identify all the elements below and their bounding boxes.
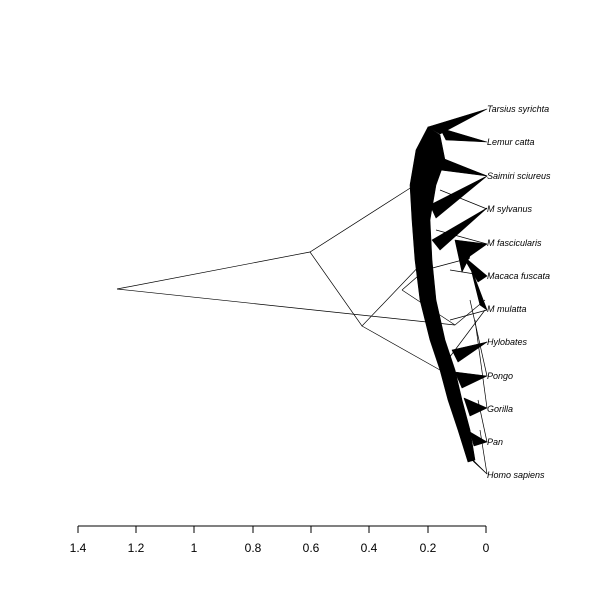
tip-label-m-mulatta: M mulatta	[487, 304, 527, 314]
connector-6	[454, 341, 488, 356]
scale-axis: 1.4 1.2 1 0.8 0.6 0.4 0.2 0	[70, 525, 490, 555]
tip-label-saimiri: Saimiri sciureus	[487, 171, 551, 181]
bundle-gorilla	[463, 397, 488, 417]
connector-3	[435, 229, 488, 245]
tip-label-pongo: Pongo	[487, 371, 513, 381]
mid-branch-b	[361, 325, 441, 371]
bundle-saimiri-lower	[429, 175, 488, 219]
bundle-homo	[467, 454, 488, 475]
mid-branch-c	[401, 289, 486, 326]
bundle-sylvanus	[431, 207, 488, 251]
connector-5	[449, 309, 488, 321]
bundle-pongo	[454, 371, 488, 389]
bundle-fascicularis	[454, 239, 488, 273]
connector-2	[439, 189, 488, 210]
connector-10	[479, 429, 488, 475]
tip-label-macaca-fuscata: Macaca fuscata	[487, 271, 550, 281]
bundle-tarsius	[427, 108, 488, 135]
tip-label-pan: Pan	[487, 437, 503, 447]
tip-label-lemur: Lemur catta	[487, 137, 535, 147]
connector-7	[469, 299, 488, 377]
connector-8	[474, 319, 488, 409]
tree-bundle	[409, 108, 488, 475]
tip-label-tarsius: Tarsius syrichta	[487, 104, 549, 114]
connector-9	[477, 399, 488, 443]
connector-4	[449, 269, 488, 277]
axis-tick-label: 1.2	[128, 541, 145, 555]
mid-branch-a	[309, 251, 426, 327]
axis-tick-label: 0.6	[303, 541, 320, 555]
tip-label-homo-sapiens: Homo sapiens	[487, 470, 545, 480]
axis-tick-label: 1	[191, 541, 198, 555]
bundle-hylobates	[451, 341, 488, 363]
root-upper-branch	[116, 184, 416, 290]
axis-tick-label: 1.4	[70, 541, 87, 555]
root-lower-branch	[116, 288, 456, 326]
tip-label-hylobates: Hylobates	[487, 337, 528, 347]
fine-connectors	[435, 159, 488, 475]
axis-tick-label: 0	[483, 541, 490, 555]
bundle-spine	[409, 126, 476, 463]
axis-tick-labels: 1.4 1.2 1 0.8 0.6 0.4 0.2 0	[70, 541, 490, 555]
axis-ticks	[77, 526, 487, 533]
bundle-lemur	[439, 127, 488, 143]
tip-labels: Tarsius syrichta Lemur catta Saimiri sci…	[487, 104, 551, 480]
connector-1	[444, 159, 488, 177]
axis-tick-label: 0.2	[420, 541, 437, 555]
tip-label-gorilla: Gorilla	[487, 404, 513, 414]
bundle-pan	[469, 431, 488, 447]
tip-label-m-sylvanus: M sylvanus	[487, 204, 533, 214]
axis-tick-label: 0.8	[245, 541, 262, 555]
tip-label-m-fascicularis: M fascicularis	[487, 238, 542, 248]
axis-tick-label: 0.4	[361, 541, 378, 555]
bundle-mulatta	[469, 264, 488, 311]
